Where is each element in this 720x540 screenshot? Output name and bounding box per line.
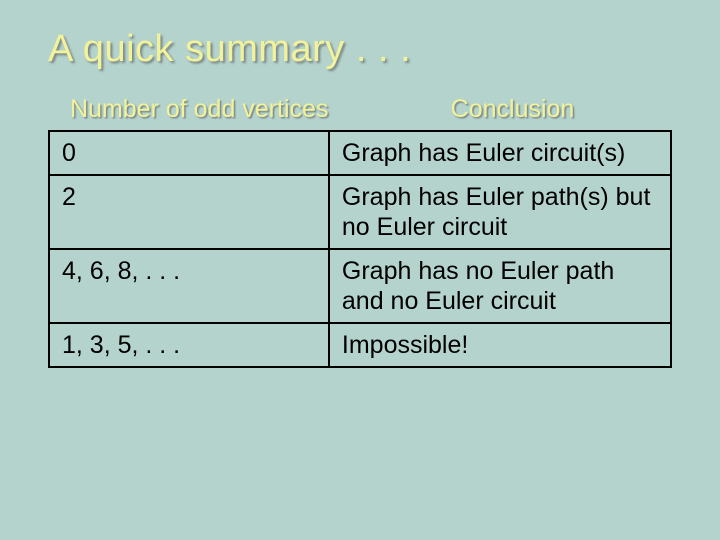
table-row: 1, 3, 5, . . . Impossible! <box>49 323 671 367</box>
header-right: Conclusion <box>357 95 668 124</box>
cell-left: 1, 3, 5, . . . <box>49 323 329 367</box>
cell-left: 0 <box>49 131 329 175</box>
cell-right: Graph has no Euler path and no Euler cir… <box>329 249 671 323</box>
table-row: 2 Graph has Euler path(s) but no Euler c… <box>49 175 671 249</box>
cell-right: Graph has Euler circuit(s) <box>329 131 671 175</box>
cell-left: 4, 6, 8, . . . <box>49 249 329 323</box>
summary-table: 0 Graph has Euler circuit(s) 2 Graph has… <box>48 130 672 368</box>
table-row: 0 Graph has Euler circuit(s) <box>49 131 671 175</box>
slide-container: A quick summary . . . Number of odd vert… <box>0 0 720 540</box>
table-headers: Number of odd vertices Conclusion <box>48 95 672 124</box>
slide-title: A quick summary . . . <box>48 28 672 71</box>
cell-right: Graph has Euler path(s) but no Euler cir… <box>329 175 671 249</box>
cell-left: 2 <box>49 175 329 249</box>
header-left: Number of odd vertices <box>70 95 357 124</box>
cell-right: Impossible! <box>329 323 671 367</box>
table-row: 4, 6, 8, . . . Graph has no Euler path a… <box>49 249 671 323</box>
